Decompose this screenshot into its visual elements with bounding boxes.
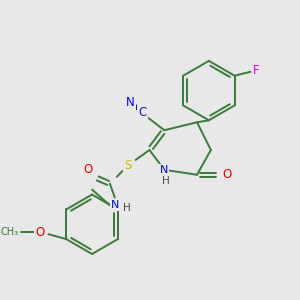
Text: N: N — [160, 165, 169, 175]
Text: H: H — [123, 203, 130, 213]
Text: N: N — [111, 200, 119, 211]
Text: S: S — [124, 159, 131, 172]
Text: O: O — [222, 168, 231, 181]
Text: CH₃: CH₃ — [1, 227, 19, 237]
Text: N: N — [126, 96, 135, 109]
Text: O: O — [35, 226, 44, 239]
Text: O: O — [83, 163, 93, 176]
Text: H: H — [162, 176, 170, 186]
Text: C: C — [138, 106, 147, 119]
Text: F: F — [253, 64, 260, 77]
